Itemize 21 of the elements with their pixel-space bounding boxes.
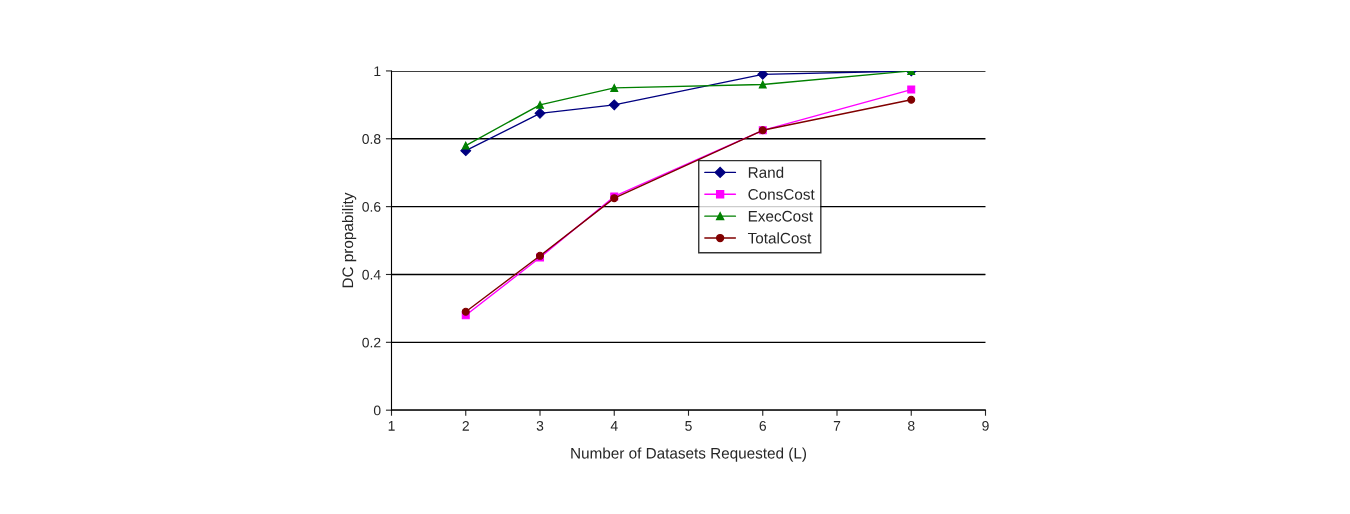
x-tick-label: 9 <box>982 420 989 431</box>
x-tick-label: 6 <box>759 420 766 431</box>
x-tick-label: 8 <box>907 420 915 431</box>
legend-label: ExecCost <box>748 210 813 222</box>
legend-label: ConsCost <box>748 188 815 200</box>
y-axis-title: DC propability <box>341 192 357 288</box>
x-tick-label: 7 <box>833 421 841 431</box>
legend-label: Rand <box>748 166 784 178</box>
x-axis-title: Number of Datasets Requested (L) <box>571 447 807 462</box>
x-tick-label: 5 <box>685 421 692 431</box>
y-tick-label: 0.6 <box>362 201 381 212</box>
y-tick-label: 0.4 <box>362 269 381 280</box>
legend-label: TotalCost <box>747 232 812 244</box>
x-tick-label: 1 <box>388 421 395 431</box>
x-tick-label: 2 <box>462 420 469 431</box>
x-tick-label: 3 <box>536 420 544 431</box>
y-tick-label: 1 <box>374 66 381 76</box>
x-tick-label: 4 <box>610 421 618 431</box>
y-tick-label: 0 <box>373 405 381 416</box>
y-tick-label: 0.8 <box>362 134 381 144</box>
y-tick-label: 0.2 <box>362 337 381 348</box>
